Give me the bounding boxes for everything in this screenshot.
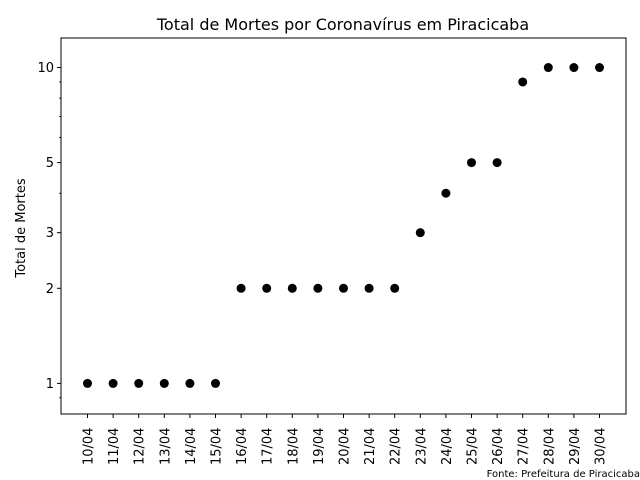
- data-point: [518, 77, 528, 87]
- data-point: [339, 283, 348, 293]
- x-tick-label: 15/04: [210, 428, 225, 465]
- x-tick-label: 21/04: [363, 428, 378, 465]
- plot-frame: [60, 37, 627, 415]
- x-tick-label: 14/04: [184, 428, 199, 465]
- chart-title: Total de Mortes por Coronavírus em Pirac…: [156, 15, 529, 34]
- data-point: [364, 283, 374, 293]
- data-point: [441, 188, 451, 198]
- data-point: [390, 283, 400, 293]
- x-tick-label: 10/04: [82, 428, 97, 465]
- data-point: [211, 378, 220, 388]
- data-point: [415, 228, 425, 238]
- data-points: [83, 63, 604, 388]
- data-point: [569, 63, 579, 73]
- data-point: [492, 158, 502, 168]
- x-tick-label: 22/04: [389, 428, 404, 465]
- data-point: [595, 63, 604, 73]
- x-tick-label: 11/04: [107, 428, 122, 465]
- data-point: [83, 378, 92, 388]
- x-tick-label: 28/04: [542, 428, 557, 465]
- data-point: [467, 158, 476, 168]
- x-tick-label: 16/04: [235, 428, 250, 465]
- y-tick-label: 5: [46, 156, 54, 171]
- data-point: [543, 63, 553, 73]
- x-tick-label: 13/04: [158, 428, 173, 465]
- data-point: [185, 378, 195, 388]
- data-point: [134, 378, 144, 388]
- x-tick-label: 23/04: [414, 428, 429, 465]
- source-note: Fonte: Prefeitura de Piracicaba: [487, 469, 640, 480]
- y-tick-label: 10: [37, 61, 54, 76]
- data-point: [313, 283, 323, 293]
- x-tick-label: 30/04: [594, 428, 609, 465]
- data-point: [159, 378, 169, 388]
- x-tick-label: 12/04: [133, 428, 148, 465]
- y-axis-label: Total de Mortes: [14, 178, 29, 278]
- x-tick-label: 24/04: [440, 428, 455, 465]
- data-point: [262, 283, 272, 293]
- data-point: [108, 378, 118, 388]
- x-tick-label: 25/04: [466, 428, 481, 465]
- x-tick-label: 20/04: [338, 428, 353, 465]
- y-tick-label: 2: [46, 282, 54, 297]
- y-tick-label: 1: [46, 377, 54, 392]
- x-tick-label: 17/04: [261, 428, 276, 465]
- data-point: [287, 283, 297, 293]
- x-tick-label: 18/04: [286, 428, 301, 465]
- y-tick-label: 3: [46, 226, 54, 241]
- data-point: [236, 283, 246, 293]
- x-axis-ticks: 10/04 11/04 12/04 13/04 14/04 15/04 16/04 17/04…: [82, 414, 609, 465]
- x-tick-label: 27/04: [517, 428, 532, 465]
- x-tick-label: 29/04: [568, 428, 583, 465]
- x-tick-label: 26/04: [491, 428, 506, 465]
- x-tick-label: 19/04: [312, 428, 327, 465]
- y-axis-ticks: 1 2 3 5 10: [37, 61, 61, 392]
